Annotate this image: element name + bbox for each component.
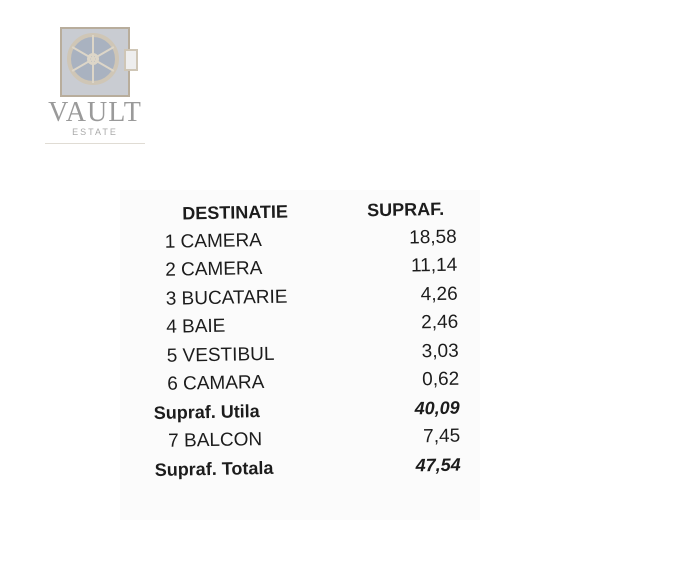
room-label: 4 BAIE: [166, 315, 226, 338]
room-area: 0,62: [422, 368, 460, 391]
room-label: 3 BUCATARIE: [165, 286, 288, 310]
logo-divider: [45, 143, 145, 144]
room-area: 18,58: [408, 226, 457, 249]
vault-hinge: [124, 49, 138, 71]
wheel-hub: [87, 53, 99, 65]
room-label: 7 BALCON: [168, 429, 263, 452]
area-table: DESTINATIE SUPRAF. 1 CAMERA 18,58 2 CAMERA…: [150, 194, 475, 485]
header-destination: DESTINATIE: [182, 201, 289, 224]
room-area: 4,26: [420, 283, 458, 306]
room-label: 6 CAMARA: [167, 372, 265, 395]
header-area: SUPRAF.: [367, 198, 445, 220]
vault-estate-logo: VAULT ESTATE: [40, 25, 150, 160]
total-row: Supraf. Totala 47,54: [154, 451, 474, 485]
room-area: 2,46: [421, 311, 459, 334]
document-paper: [120, 190, 480, 520]
room-area: 40,09: [414, 397, 460, 419]
room-label: Supraf. Totala: [154, 458, 274, 481]
logo-subtitle: ESTATE: [72, 127, 118, 137]
room-label: 2 CAMERA: [165, 258, 263, 281]
room-area: 47,54: [415, 454, 461, 476]
room-area: 3,03: [421, 340, 459, 363]
logo-name: VAULT: [48, 97, 142, 128]
room-label: 5 VESTIBUL: [166, 343, 275, 367]
room-label: 1 CAMERA: [164, 229, 263, 253]
room-area: 7,45: [423, 425, 461, 448]
room-area: 11,14: [410, 254, 458, 277]
room-label: Supraf. Utila: [153, 401, 260, 424]
